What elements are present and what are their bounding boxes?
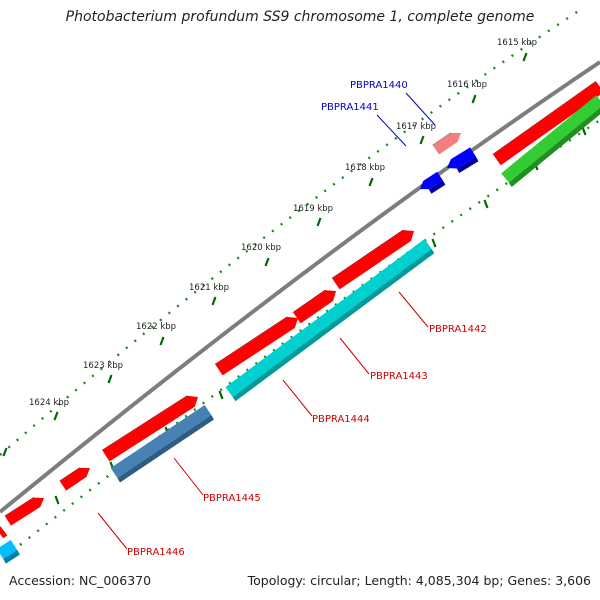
gene-steel-track[interactable]: [110, 405, 215, 483]
gene-label-PBPRA1443[interactable]: PBPRA1443: [370, 371, 428, 382]
ruler-tick: [211, 296, 217, 306]
gene-PBPRA1441-a[interactable]: [447, 147, 479, 174]
inner-ruler-arc: [19, 119, 600, 546]
ruler-tick: [159, 336, 165, 346]
ruler-label-1620: 1620 kbp: [241, 243, 281, 253]
accession-text: Accession: NC_006370: [9, 573, 152, 588]
ruler-tick: [218, 390, 224, 400]
outer-ruler-arc: [0, 6, 584, 456]
leader-line-PBPRA1443: [339, 337, 370, 375]
ruler-tick: [53, 411, 59, 421]
gene-PBPRA1446-fwd[interactable]: [4, 497, 44, 526]
leader-line-PBPRA1442: [398, 291, 429, 328]
gene-PBPRA1440[interactable]: [432, 132, 461, 155]
ruler-labels: 1615 kbp 1616 kbp 1617 kbp 1618 kbp 1619 kbp…: [29, 38, 537, 408]
label-leaders: [97, 92, 436, 550]
ruler-label-1618: 1618 kbp: [345, 163, 385, 173]
gene-PBPRA1445-fwd[interactable]: [101, 395, 198, 462]
ruler-label-1622: 1622 kbp: [136, 322, 176, 332]
gene-label-PBPRA1444[interactable]: PBPRA1444: [312, 414, 370, 425]
genome-backbone: [0, 60, 600, 514]
ruler-label-1621: 1621 kbp: [189, 283, 229, 293]
ruler-label-1617: 1617 kbp: [396, 122, 436, 132]
gene-PBPRA1443-fwd[interactable]: [292, 289, 336, 324]
gene-PBPRA1441-b[interactable]: [420, 171, 446, 194]
gene-green-track[interactable]: [501, 95, 600, 187]
ruler-tick: [522, 52, 528, 62]
gene-edge-cyan[interactable]: [0, 539, 20, 564]
gene-label-PBPRA1442[interactable]: PBPRA1442: [429, 324, 487, 335]
gene-PBPRA1444-fwd[interactable]: [214, 316, 298, 376]
gene-forward-1[interactable]: [492, 81, 600, 166]
topology-text: Topology: circular; Length: 4,085,304 bp…: [247, 573, 591, 588]
gene-edge-fwd[interactable]: [0, 526, 8, 539]
gene-PBPRA1442[interactable]: [331, 229, 414, 290]
ruler-tick: [471, 94, 477, 104]
ruler-tick: [419, 135, 425, 145]
leader-line-PBPRA1446: [97, 512, 128, 550]
gene-cyan-track[interactable]: [225, 239, 435, 402]
leader-line-PBPRA1440: [405, 92, 436, 126]
ruler-tick: [368, 177, 374, 187]
ruler-label-1615: 1615 kbp: [497, 38, 537, 48]
page-title: Photobacterium profundum SS9 chromosome …: [65, 9, 535, 25]
gene-features: [0, 81, 600, 564]
ruler-tick: [107, 374, 113, 384]
ruler-label-1624: 1624 kbp: [29, 398, 69, 408]
gene-small-fwd[interactable]: [59, 467, 90, 491]
ruler-label-1623: 1623 kbp: [83, 361, 123, 371]
ruler-tick: [2, 447, 8, 457]
ruler-tick: [54, 495, 60, 505]
leader-line-PBPRA1444: [282, 379, 313, 417]
gene-label-PBPRA1446[interactable]: PBPRA1446: [127, 547, 185, 558]
ruler-label-1619: 1619 kbp: [293, 204, 333, 214]
ruler-tick: [316, 217, 322, 227]
gene-label-PBPRA1440[interactable]: PBPRA1440: [350, 80, 408, 91]
gene-label-PBPRA1445[interactable]: PBPRA1445: [203, 493, 261, 504]
ruler-tick: [483, 199, 489, 209]
ruler-tick: [264, 257, 270, 267]
leader-line-PBPRA1441: [376, 114, 407, 147]
leader-line-PBPRA1445: [173, 457, 204, 496]
ruler-label-1616: 1616 kbp: [447, 80, 487, 90]
gene-label-PBPRA1441[interactable]: PBPRA1441: [321, 102, 379, 113]
ruler-tick: [431, 238, 437, 248]
gene-labels: PBPRA1440 PBPRA1441 PBPRA1442 PBPRA1443 PBPR…: [127, 80, 487, 558]
